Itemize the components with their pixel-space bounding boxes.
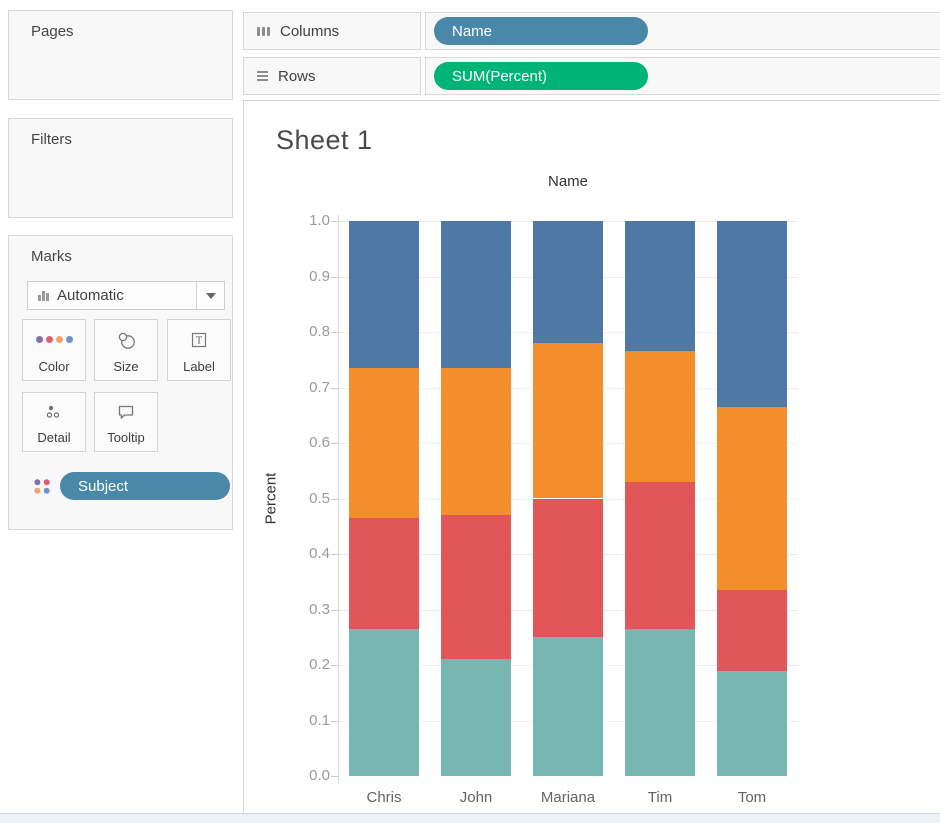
- mark-type-value: Automatic: [57, 287, 124, 304]
- detail-button-label: Detail: [37, 430, 71, 445]
- axis-tick: [331, 387, 338, 389]
- bar-segment[interactable]: [717, 406, 787, 591]
- color-button-label: Color: [38, 359, 70, 374]
- bar-segment[interactable]: [717, 221, 787, 407]
- y-tick-label: 0.8: [309, 323, 330, 340]
- category-label: John: [459, 789, 493, 806]
- filters-title: Filters: [31, 131, 72, 148]
- name-pill[interactable]: Name: [434, 17, 648, 45]
- dropdown-caret-button[interactable]: [196, 282, 224, 309]
- bar-segment[interactable]: [717, 590, 787, 671]
- y-tick-label: 0.1: [309, 711, 330, 729]
- axis-tick: [331, 498, 338, 500]
- rows-shelf[interactable]: Rows: [243, 57, 421, 95]
- category-label: Mariana: [540, 789, 596, 806]
- bar-segment[interactable]: [533, 221, 603, 344]
- bar-segment[interactable]: [349, 517, 419, 629]
- axis-tick: [331, 609, 338, 611]
- filters-shelf[interactable]: Filters: [8, 118, 233, 218]
- pages-shelf[interactable]: Pages: [8, 10, 233, 100]
- pages-title: Pages: [31, 23, 74, 40]
- label-button-label: Label: [183, 359, 215, 374]
- bar-segment[interactable]: [625, 481, 695, 629]
- color-button[interactable]: Color: [22, 319, 86, 381]
- y-tick-label: 0.9: [309, 267, 330, 285]
- bar-segment[interactable]: [441, 515, 511, 660]
- axis-tick: [331, 332, 338, 333]
- speech-bubble-icon: [116, 393, 136, 430]
- chevron-down-icon: [205, 292, 216, 299]
- bar-segment[interactable]: [441, 659, 511, 776]
- category-label: Tim: [647, 789, 673, 806]
- worksheet-view: Sheet 1 Name Percent 0.0 0.1 0.2 0.3 0.4 0.5 0…: [243, 100, 940, 813]
- axis-tick: [331, 665, 338, 666]
- bar-segment[interactable]: [625, 628, 695, 776]
- detail-dots-icon: [45, 393, 63, 430]
- y-tick-label: 0.3: [309, 600, 330, 618]
- bar-segment[interactable]: [349, 628, 419, 776]
- axis-tick: [331, 554, 338, 555]
- detail-button[interactable]: Detail: [22, 392, 86, 452]
- bar-segment[interactable]: [625, 221, 695, 352]
- category-label: Tom: [737, 789, 767, 806]
- columns-pill-area[interactable]: Name: [425, 12, 940, 50]
- mark-type-dropdown[interactable]: Automatic: [27, 281, 225, 310]
- size-circles-icon: [116, 320, 136, 359]
- bar-segment[interactable]: [349, 221, 419, 369]
- color-dots-icon: [35, 320, 73, 359]
- y-tick-label: 0.4: [309, 545, 330, 562]
- size-button[interactable]: Size: [94, 319, 158, 381]
- bar-segment[interactable]: [533, 637, 603, 776]
- bar-segment[interactable]: [349, 368, 419, 518]
- y-tick-label: 0.7: [309, 378, 330, 396]
- axis-tick: [331, 776, 338, 777]
- axis-tick: [331, 221, 338, 222]
- bar-segment[interactable]: [441, 221, 511, 369]
- bar-chart-icon: [38, 290, 49, 301]
- category-label: Chris: [366, 789, 402, 806]
- axis-tick: [331, 720, 338, 722]
- bar-segment[interactable]: [625, 351, 695, 482]
- sum-percent-pill[interactable]: SUM(Percent): [434, 62, 648, 90]
- tooltip-button-label: Tooltip: [107, 430, 145, 445]
- text-label-icon: T: [190, 320, 208, 359]
- bar-segment[interactable]: [441, 368, 511, 516]
- size-button-label: Size: [113, 359, 139, 374]
- y-tick-label: 0.5: [309, 489, 330, 507]
- subject-pill[interactable]: Subject: [60, 472, 230, 500]
- color-encoding-icon: [34, 478, 50, 494]
- columns-shelf-label: Columns: [280, 22, 340, 40]
- columns-shelf[interactable]: Columns: [243, 12, 421, 50]
- bar-segment[interactable]: [717, 670, 787, 776]
- y-tick-label: 0.6: [309, 434, 330, 451]
- marks-card: Marks Automatic Color Size: [8, 235, 233, 530]
- rows-shelf-label: Rows: [278, 67, 316, 85]
- axis-tick: [331, 443, 338, 444]
- y-tick-label: 0.0: [309, 767, 330, 784]
- axis-tick: [331, 276, 338, 278]
- label-button[interactable]: T Label: [167, 319, 231, 381]
- bar-segment[interactable]: [533, 343, 603, 499]
- y-tick-label: 0.2: [309, 656, 330, 673]
- column-field-header: Name: [547, 173, 588, 190]
- marks-title: Marks: [31, 248, 72, 265]
- columns-icon: [257, 26, 270, 36]
- y-tick-label: 1.0: [309, 212, 330, 229]
- bar-segment[interactable]: [533, 498, 603, 638]
- rows-pill-area[interactable]: SUM(Percent): [425, 57, 940, 95]
- rows-icon: [257, 71, 268, 81]
- sheet-title: Sheet 1: [276, 125, 373, 155]
- bottom-scrollbar-track[interactable]: [0, 813, 940, 823]
- svg-text:T: T: [196, 335, 202, 346]
- tooltip-button[interactable]: Tooltip: [94, 392, 158, 452]
